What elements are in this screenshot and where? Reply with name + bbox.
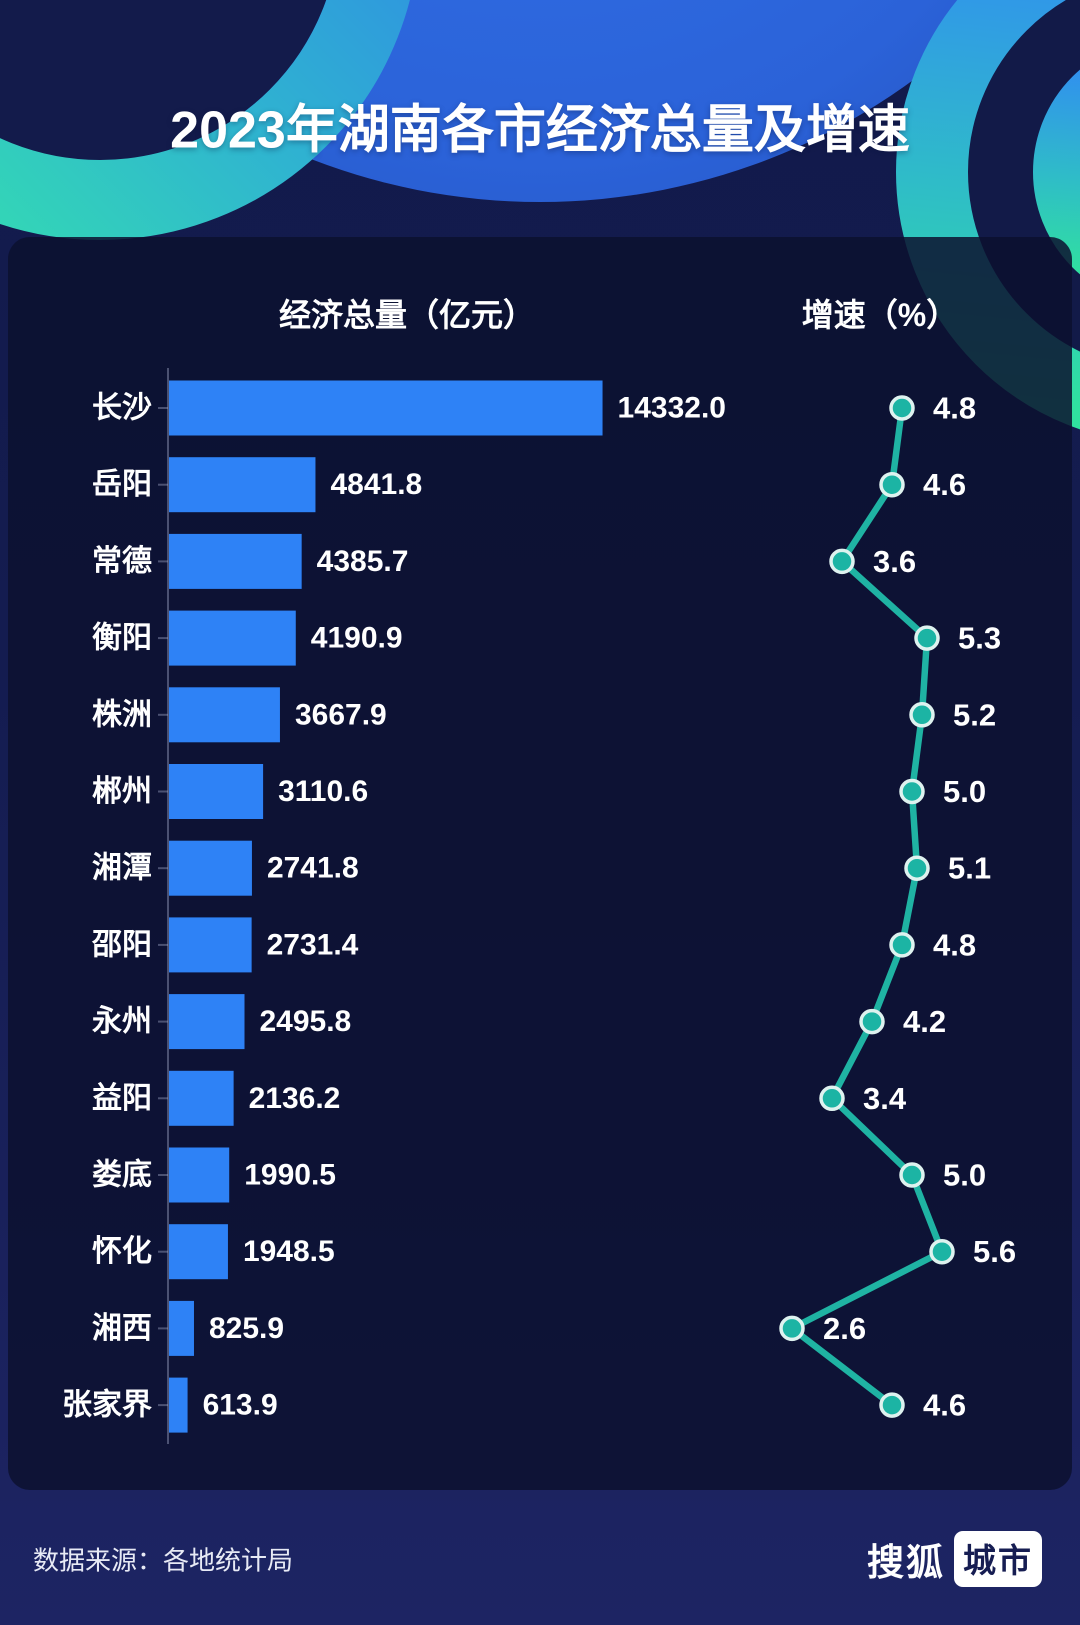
bar (169, 994, 245, 1050)
bar-value-label: 613.9 (203, 1389, 278, 1422)
category-label: 张家界 (62, 1389, 152, 1422)
page-title: 2023年湖南各市经济总量及增速 (170, 101, 910, 160)
bar-column-header: 经济总量（亿元） (278, 297, 536, 333)
growth-value-label: 5.3 (958, 621, 1001, 656)
bar-value-label: 3667.9 (295, 698, 387, 731)
bar-value-label: 1990.5 (244, 1159, 336, 1192)
growth-dot (909, 702, 935, 728)
bar (169, 764, 264, 819)
growth-value-label: 4.6 (923, 467, 966, 502)
bar (169, 533, 302, 589)
growth-value-label: 4.8 (933, 927, 976, 962)
bar-value-label: 4385.7 (317, 545, 409, 578)
bar-value-label: 14332.0 (618, 392, 726, 425)
growth-dot (779, 1315, 805, 1342)
growth-dot (879, 1392, 905, 1418)
growth-dot (889, 932, 915, 958)
category-label: 常德 (92, 545, 152, 578)
bar (169, 1377, 188, 1433)
bar-value-label: 4841.8 (330, 468, 422, 501)
growth-value-label: 5.1 (948, 851, 991, 886)
growth-value-label: 4.6 (923, 1388, 966, 1423)
bar (169, 1224, 228, 1280)
bar (169, 610, 296, 666)
category-label: 娄底 (92, 1159, 152, 1192)
publisher-logo: 搜狐 城市 (867, 1531, 1042, 1587)
bar-value-label: 4190.9 (311, 622, 403, 655)
category-label: 怀化 (92, 1235, 152, 1268)
bar (169, 917, 252, 973)
bar-value-label: 3110.6 (278, 775, 368, 808)
growth-value-label: 4.8 (933, 391, 976, 426)
category-label: 岳阳 (92, 468, 152, 501)
growth-value-label: 5.6 (973, 1234, 1016, 1269)
topleft-dark-disk (0, 0, 327, 160)
category-label: 衡阳 (92, 622, 152, 655)
bar (169, 1300, 194, 1356)
growth-dot (929, 1238, 955, 1265)
growth-value-label: 5.2 (953, 697, 996, 732)
growth-value-label: 3.6 (873, 544, 916, 579)
category-label: 益阳 (92, 1082, 152, 1115)
logo-text: 搜狐 (867, 1542, 945, 1583)
growth-dot (899, 1162, 925, 1188)
bar (169, 457, 316, 513)
growth-value-label: 5.0 (943, 1158, 986, 1193)
category-label: 长沙 (92, 392, 152, 425)
growth-value-label: 5.0 (943, 774, 986, 809)
bar (169, 1070, 234, 1126)
topleft-ring (0, 0, 410, 240)
category-label: 株洲 (92, 698, 152, 731)
topright-outer-ring (896, 0, 1080, 430)
category-label: 邵阳 (91, 928, 152, 961)
category-label: 郴州 (92, 775, 152, 808)
growth-dot (889, 395, 915, 421)
logo-badge: 城市 (954, 1531, 1042, 1587)
category-label: 湘西 (92, 1312, 152, 1345)
growth-line (788, 404, 946, 1409)
growth-dot (819, 1085, 845, 1112)
bar-value-label: 2136.2 (249, 1082, 341, 1115)
bar (169, 1147, 230, 1203)
bar-value-label: 2495.8 (259, 1005, 351, 1038)
category-label: 永州 (92, 1005, 152, 1038)
growth-dot (904, 855, 930, 881)
topright-inner-ring (1033, 70, 1080, 274)
line-column-header: 增速（%） (801, 297, 959, 333)
bar (169, 380, 603, 436)
growth-dot (859, 1008, 885, 1035)
bar-value-label: 2731.4 (267, 928, 359, 961)
growth-value-label: 2.6 (823, 1311, 866, 1346)
growth-value-label: 4.2 (903, 1004, 946, 1039)
bar-value-label: 825.9 (209, 1312, 284, 1345)
growth-value-label: 3.4 (863, 1081, 907, 1116)
growth-dot (914, 625, 940, 651)
bar-value-label: 2741.8 (267, 852, 359, 885)
data-source-note: 数据来源：各地统计局 (33, 1545, 294, 1576)
bar (169, 840, 252, 896)
growth-dot (899, 778, 925, 805)
growth-dot (829, 548, 855, 575)
growth-dot (879, 471, 905, 498)
category-label: 湘潭 (92, 852, 152, 885)
bar (169, 687, 280, 743)
bar-value-label: 1948.5 (243, 1235, 335, 1268)
